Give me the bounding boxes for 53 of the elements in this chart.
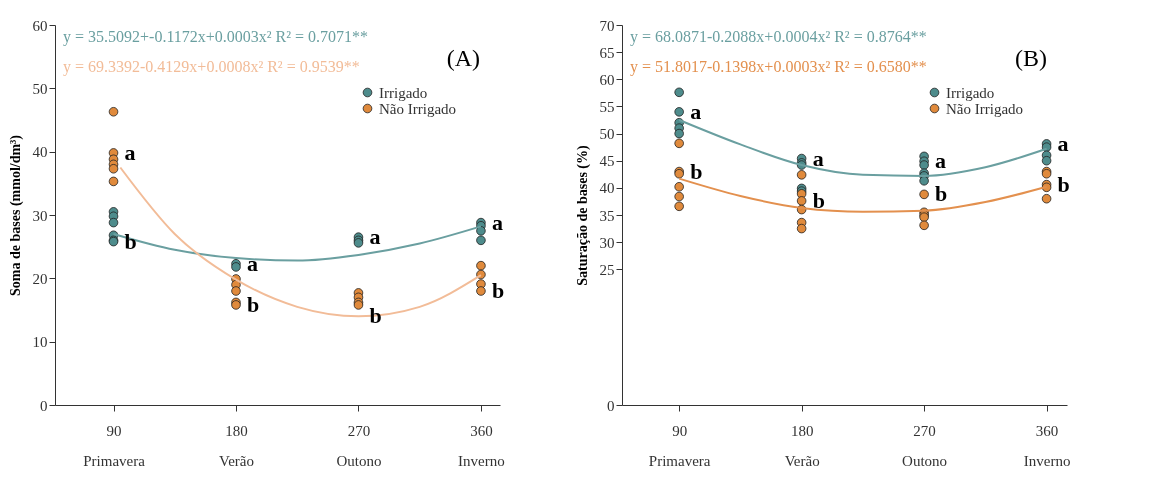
x-tick-label: 180 Verão xyxy=(219,422,254,469)
y-tick-label: 70 xyxy=(599,17,615,34)
annotation: b xyxy=(246,291,260,317)
annotation: a xyxy=(690,98,702,124)
y-tick-label: 30 xyxy=(32,207,48,224)
annotation: b xyxy=(1057,171,1070,197)
annotation: b xyxy=(935,181,948,207)
y-tick-label: 60 xyxy=(32,17,48,34)
annotation: a xyxy=(935,148,947,174)
y-tick-label: 10 xyxy=(32,334,48,351)
annotation: a xyxy=(491,209,503,235)
annotation: a xyxy=(246,250,258,276)
legend-label: Irrigado xyxy=(379,84,428,101)
annotation: a xyxy=(812,145,824,171)
y-axis-title: Saturação de bases (%) xyxy=(574,144,591,286)
annotation: (A) xyxy=(446,45,480,71)
y-tick-label: 0 xyxy=(40,397,48,414)
y-tick-label: 65 xyxy=(599,44,615,61)
y-tick-label: 20 xyxy=(32,270,48,287)
y-tick-label: 0 xyxy=(607,397,615,414)
annotation: a xyxy=(369,224,381,250)
annotation: b xyxy=(812,187,825,213)
x-tick-label: 90 Primavera xyxy=(648,422,711,469)
y-tick-label: 40 xyxy=(599,180,615,197)
y-tick-label: 45 xyxy=(599,153,615,170)
annotation: b xyxy=(690,158,703,184)
annotation: a xyxy=(1057,130,1069,156)
annotation: y = 68.0871-0.2088x+0.0004x² R² = 0.8764** xyxy=(630,28,927,46)
annotation: a xyxy=(124,139,136,165)
x-tick-label: 90 Primavera xyxy=(83,422,146,469)
x-tick-label: 270 Outono xyxy=(902,422,948,469)
legend-label: Não Irrigado xyxy=(946,100,1024,117)
annotation: b xyxy=(369,303,382,329)
annotation: y = 51.8017-0.1398x+0.0003x² R² = 0.6580** xyxy=(630,58,927,76)
y-tick-label: 25 xyxy=(599,261,615,278)
y-tick-label: 35 xyxy=(599,207,615,224)
annotation: y = 35.5092+-0.1172x+0.0003x² R² = 0.7071** xyxy=(63,28,369,46)
legend-label: Irrigado xyxy=(946,84,995,101)
y-tick-label: 60 xyxy=(599,71,615,88)
x-tick-label: 360 Inverno xyxy=(1023,422,1071,469)
x-tick-label: 180 Verão xyxy=(784,422,820,469)
annotation: b xyxy=(491,278,505,303)
y-tick-label: 55 xyxy=(599,98,615,115)
y-tick-label: 40 xyxy=(32,144,48,161)
y-axis-title: Soma de bases (mmol/dm³) xyxy=(7,134,24,296)
annotation: y = 69.3392-0.4129x+0.0008x² R² = 0.9539** xyxy=(63,58,360,76)
x-tick-label: 360 Inverno xyxy=(458,422,505,469)
y-tick-label: 50 xyxy=(599,126,615,143)
legend-label: Não Irrigado xyxy=(379,100,457,117)
annotation: (B) xyxy=(1015,45,1047,71)
y-tick-label: 30 xyxy=(599,234,615,251)
x-tick-label: 270 Outono xyxy=(336,422,382,469)
y-tick-label: 50 xyxy=(32,80,48,97)
